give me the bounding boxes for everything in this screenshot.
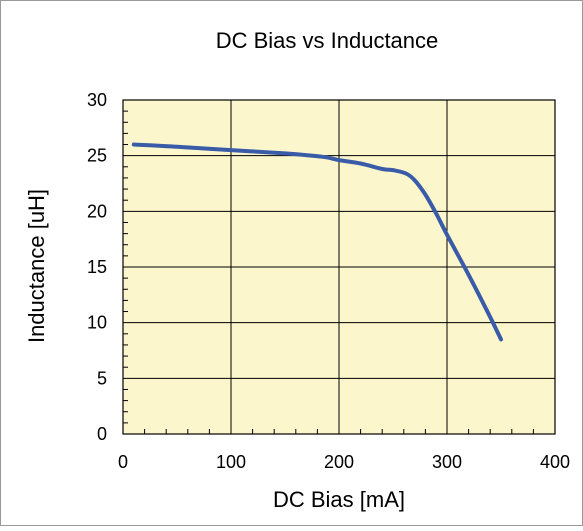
series-line-inductance: [131, 142, 503, 342]
plot-frame: [122, 99, 556, 435]
x-tick-labels: 0 100 200 300 400: [118, 452, 570, 472]
chart-title: DC Bias vs Inductance: [216, 28, 439, 53]
y-tick-label: 30: [87, 90, 107, 110]
x-tick-label: 0: [118, 452, 128, 472]
y-tick-labels: 0 5 10 15 20 25 30: [87, 90, 107, 444]
y-tick-label: 20: [87, 201, 107, 221]
y-tick-label: 25: [87, 146, 107, 166]
y-tick-label: 10: [87, 313, 107, 333]
grid-lines: [123, 100, 555, 434]
y-axis-label: Inductance [uH]: [24, 189, 49, 343]
y-tick-label: 5: [97, 368, 107, 388]
x-tick-label: 300: [432, 452, 462, 472]
y-tick-label: 15: [87, 257, 107, 277]
x-tick-label: 100: [216, 452, 246, 472]
y-tick-label: 0: [97, 424, 107, 444]
minor-ticks: [123, 110, 534, 434]
x-tick-label: 200: [324, 452, 354, 472]
x-axis-label: DC Bias [mA]: [273, 487, 405, 512]
x-tick-label: 400: [540, 452, 570, 472]
